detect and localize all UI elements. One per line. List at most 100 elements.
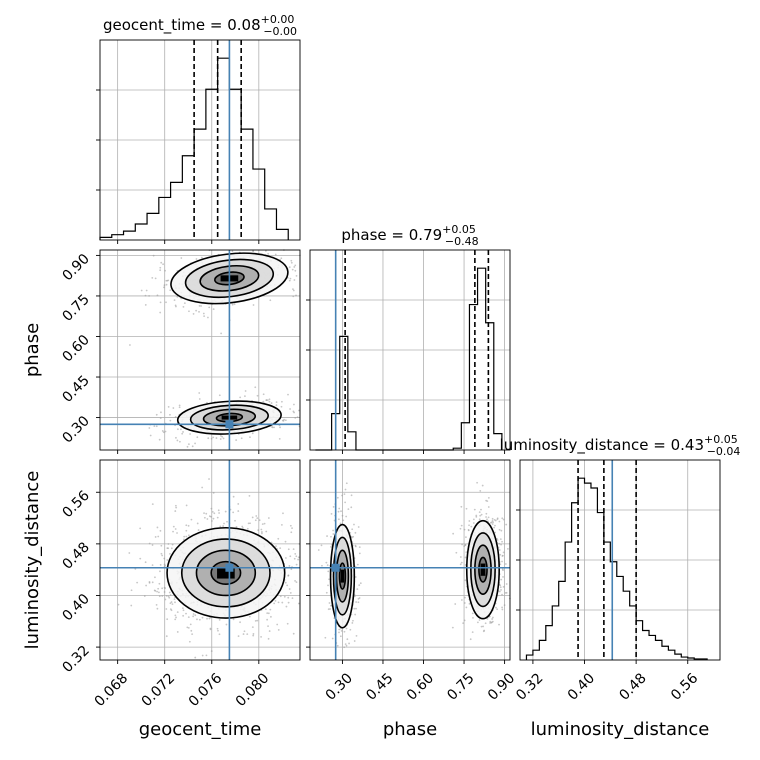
sample-point (208, 515, 211, 518)
sample-point (201, 654, 204, 657)
sample-point (247, 522, 250, 525)
sample-point (484, 622, 487, 625)
sample-point (321, 564, 323, 567)
sample-point (285, 605, 288, 608)
sample-point (244, 390, 247, 392)
x-axis-phase: 0.30 0.45 0.60 0.75 0.90 phase (323, 660, 518, 740)
sample-point (160, 411, 162, 414)
sample-point (159, 269, 162, 272)
sample-point (283, 595, 286, 598)
sample-point (148, 427, 151, 429)
sample-point (276, 623, 279, 626)
sample-point (185, 504, 188, 507)
sample-point (182, 614, 185, 617)
sample-point (498, 528, 501, 531)
sample-point (159, 563, 162, 566)
sample-point (158, 595, 161, 598)
x-tick-label-phase-3: 0.75 (444, 670, 477, 703)
sample-point (478, 619, 481, 621)
y-tick-label-luminosity_distance-0: 0.32 (59, 643, 92, 676)
sample-point (464, 556, 467, 559)
sample-point (261, 523, 264, 525)
sample-point (180, 257, 183, 259)
title-upper-geocent_time: +0.00 (261, 13, 295, 26)
sample-point (190, 518, 193, 521)
x-tick-label-geocent_time-3: 0.080 (233, 670, 273, 710)
sample-point (149, 434, 152, 437)
sample-point (505, 523, 508, 526)
sample-point (221, 435, 224, 438)
sample-point (485, 512, 488, 515)
title-geocent_time: geocent_time = 0.08+0.00 −0.00 (103, 13, 297, 38)
sample-point (332, 505, 335, 508)
sample-point (496, 539, 499, 541)
sample-point (176, 611, 179, 614)
sample-point (337, 510, 340, 513)
sample-point (354, 531, 357, 534)
sample-point (325, 561, 328, 564)
sample-point (175, 616, 177, 619)
x-tick-label-luminosity_distance-1: 0.40 (565, 670, 598, 703)
sample-point (252, 633, 255, 635)
density-phase-luminosity_distance (309, 459, 511, 661)
sample-point (463, 619, 466, 622)
sample-point (482, 625, 485, 628)
density-geocent_time-phase (99, 249, 301, 451)
sample-point (487, 516, 490, 519)
sample-point (191, 445, 194, 448)
sample-point (174, 416, 177, 418)
sample-point (339, 635, 342, 638)
sample-point (157, 535, 160, 538)
density-geocent_time-luminosity_distance (99, 459, 301, 661)
sample-point (501, 608, 504, 611)
sample-point (167, 595, 170, 598)
sample-point (341, 494, 343, 497)
sample-point (165, 301, 167, 304)
histogram-step-geocent_time (99, 57, 289, 240)
sample-point (161, 587, 164, 590)
sample-point (161, 430, 164, 432)
hist-2-frame (519, 459, 721, 661)
sample-point (499, 586, 502, 589)
sample-point (182, 431, 184, 433)
sample-point (280, 523, 283, 526)
sample-point (291, 527, 293, 530)
dens-2-frame (309, 459, 511, 661)
sample-point (289, 592, 292, 594)
sample-point (185, 535, 188, 538)
sample-point (226, 520, 228, 523)
sample-point (292, 548, 295, 551)
sample-point (292, 632, 295, 635)
sample-point (159, 570, 161, 573)
sample-point (285, 557, 287, 559)
sample-point (196, 522, 199, 525)
sample-point (162, 431, 165, 434)
y-tick-label-phase-1: 0.45 (59, 373, 92, 406)
sample-point (207, 316, 209, 319)
sample-point (465, 536, 467, 538)
sample-point (464, 579, 467, 582)
sample-point (185, 612, 187, 615)
sample-point (232, 495, 235, 498)
sample-point (288, 565, 291, 567)
sample-point (156, 526, 159, 529)
sample-point (265, 530, 268, 533)
sample-point (244, 395, 246, 398)
sample-point (139, 557, 142, 560)
sample-point (271, 425, 273, 428)
truth-marker-geocent_time-luminosity_distance (225, 563, 234, 572)
sample-point (330, 535, 332, 538)
sample-point (210, 650, 213, 652)
sample-point (279, 426, 281, 429)
sample-point (156, 294, 159, 297)
sample-point (267, 517, 270, 519)
sample-point (336, 496, 339, 499)
sample-point (293, 557, 296, 560)
sample-point (506, 547, 509, 550)
sample-point (489, 521, 492, 524)
sample-point (297, 556, 300, 559)
sample-point (498, 590, 501, 593)
sample-point (342, 519, 345, 522)
sample-point (174, 504, 177, 507)
sample-point (234, 519, 236, 522)
